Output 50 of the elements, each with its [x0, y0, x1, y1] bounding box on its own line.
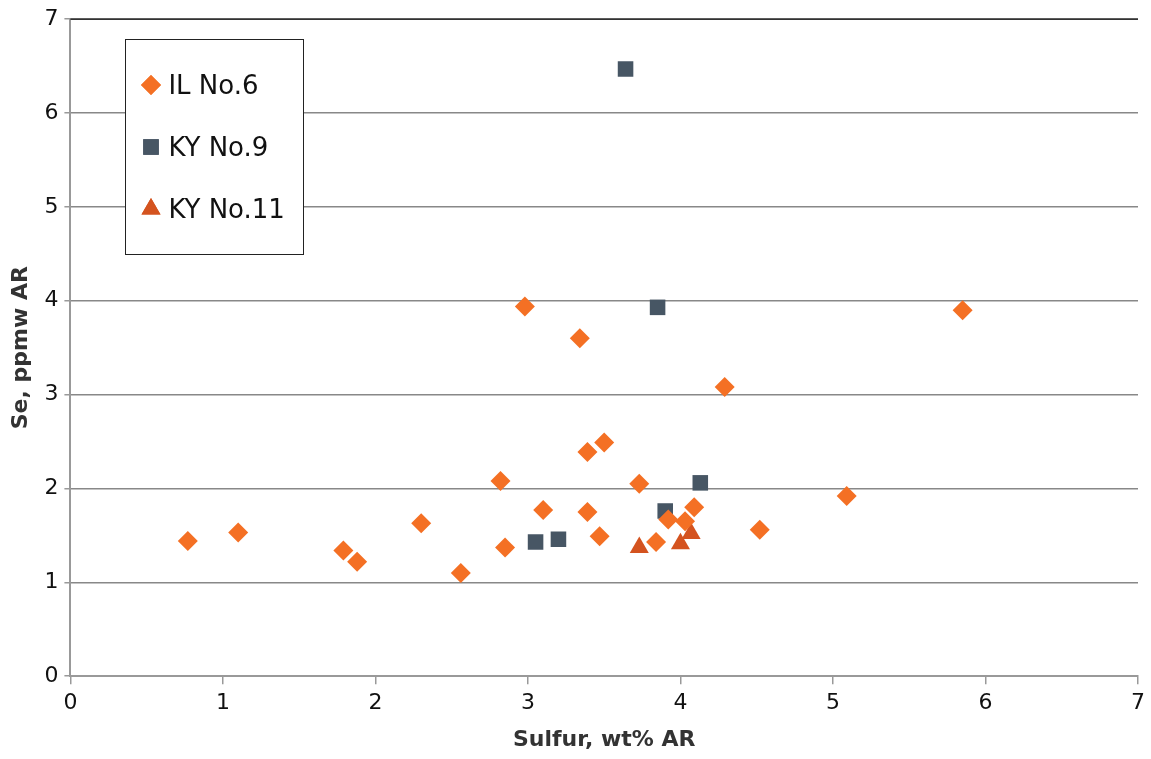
point [490, 470, 511, 491]
x-tick-label: 3 [520, 689, 535, 715]
point [450, 562, 471, 583]
point [589, 526, 610, 547]
point [658, 509, 679, 530]
point [228, 522, 249, 543]
point [692, 475, 709, 491]
x-tick-label: 2 [368, 689, 383, 715]
point [617, 61, 634, 77]
point [569, 328, 590, 349]
x-tick-label: 5 [825, 689, 840, 715]
point [646, 531, 667, 552]
point [333, 540, 354, 561]
point [649, 299, 666, 316]
y-tick-label: 0 [44, 661, 59, 687]
x-tick-label: 1 [215, 689, 230, 715]
legend-label: KY No.9 [168, 132, 269, 163]
point [684, 497, 705, 518]
point [550, 531, 567, 547]
point [952, 300, 973, 321]
y-tick-label: 3 [44, 380, 59, 406]
point [836, 485, 857, 506]
y-tick-label: 2 [44, 474, 59, 500]
point [533, 500, 554, 521]
legend-label: IL No.6 [168, 70, 259, 101]
point [495, 537, 516, 558]
point [527, 534, 544, 550]
point [177, 531, 198, 552]
point [577, 441, 598, 462]
y-tick-label: 5 [44, 192, 59, 218]
x-tick-label: 0 [63, 689, 78, 715]
point [714, 377, 735, 398]
point [629, 473, 650, 494]
y-axis-title: Se, ppmw AR [6, 266, 32, 430]
point [749, 519, 770, 540]
point [347, 551, 368, 572]
point [675, 511, 696, 532]
x-tick-label: 6 [978, 689, 993, 715]
point [411, 513, 432, 534]
y-tick-label: 1 [44, 568, 59, 594]
x-tick-label: 7 [1131, 689, 1145, 715]
point [577, 501, 598, 522]
x-axis-title: Sulfur, wt% AR [512, 725, 696, 751]
y-tick-label: 4 [44, 286, 59, 312]
y-tick-label: 7 [44, 4, 59, 30]
point [514, 296, 535, 317]
y-tick-label: 6 [44, 98, 59, 124]
legend-label: KY No.11 [168, 194, 285, 225]
point [594, 432, 615, 453]
x-tick-label: 4 [673, 689, 688, 715]
